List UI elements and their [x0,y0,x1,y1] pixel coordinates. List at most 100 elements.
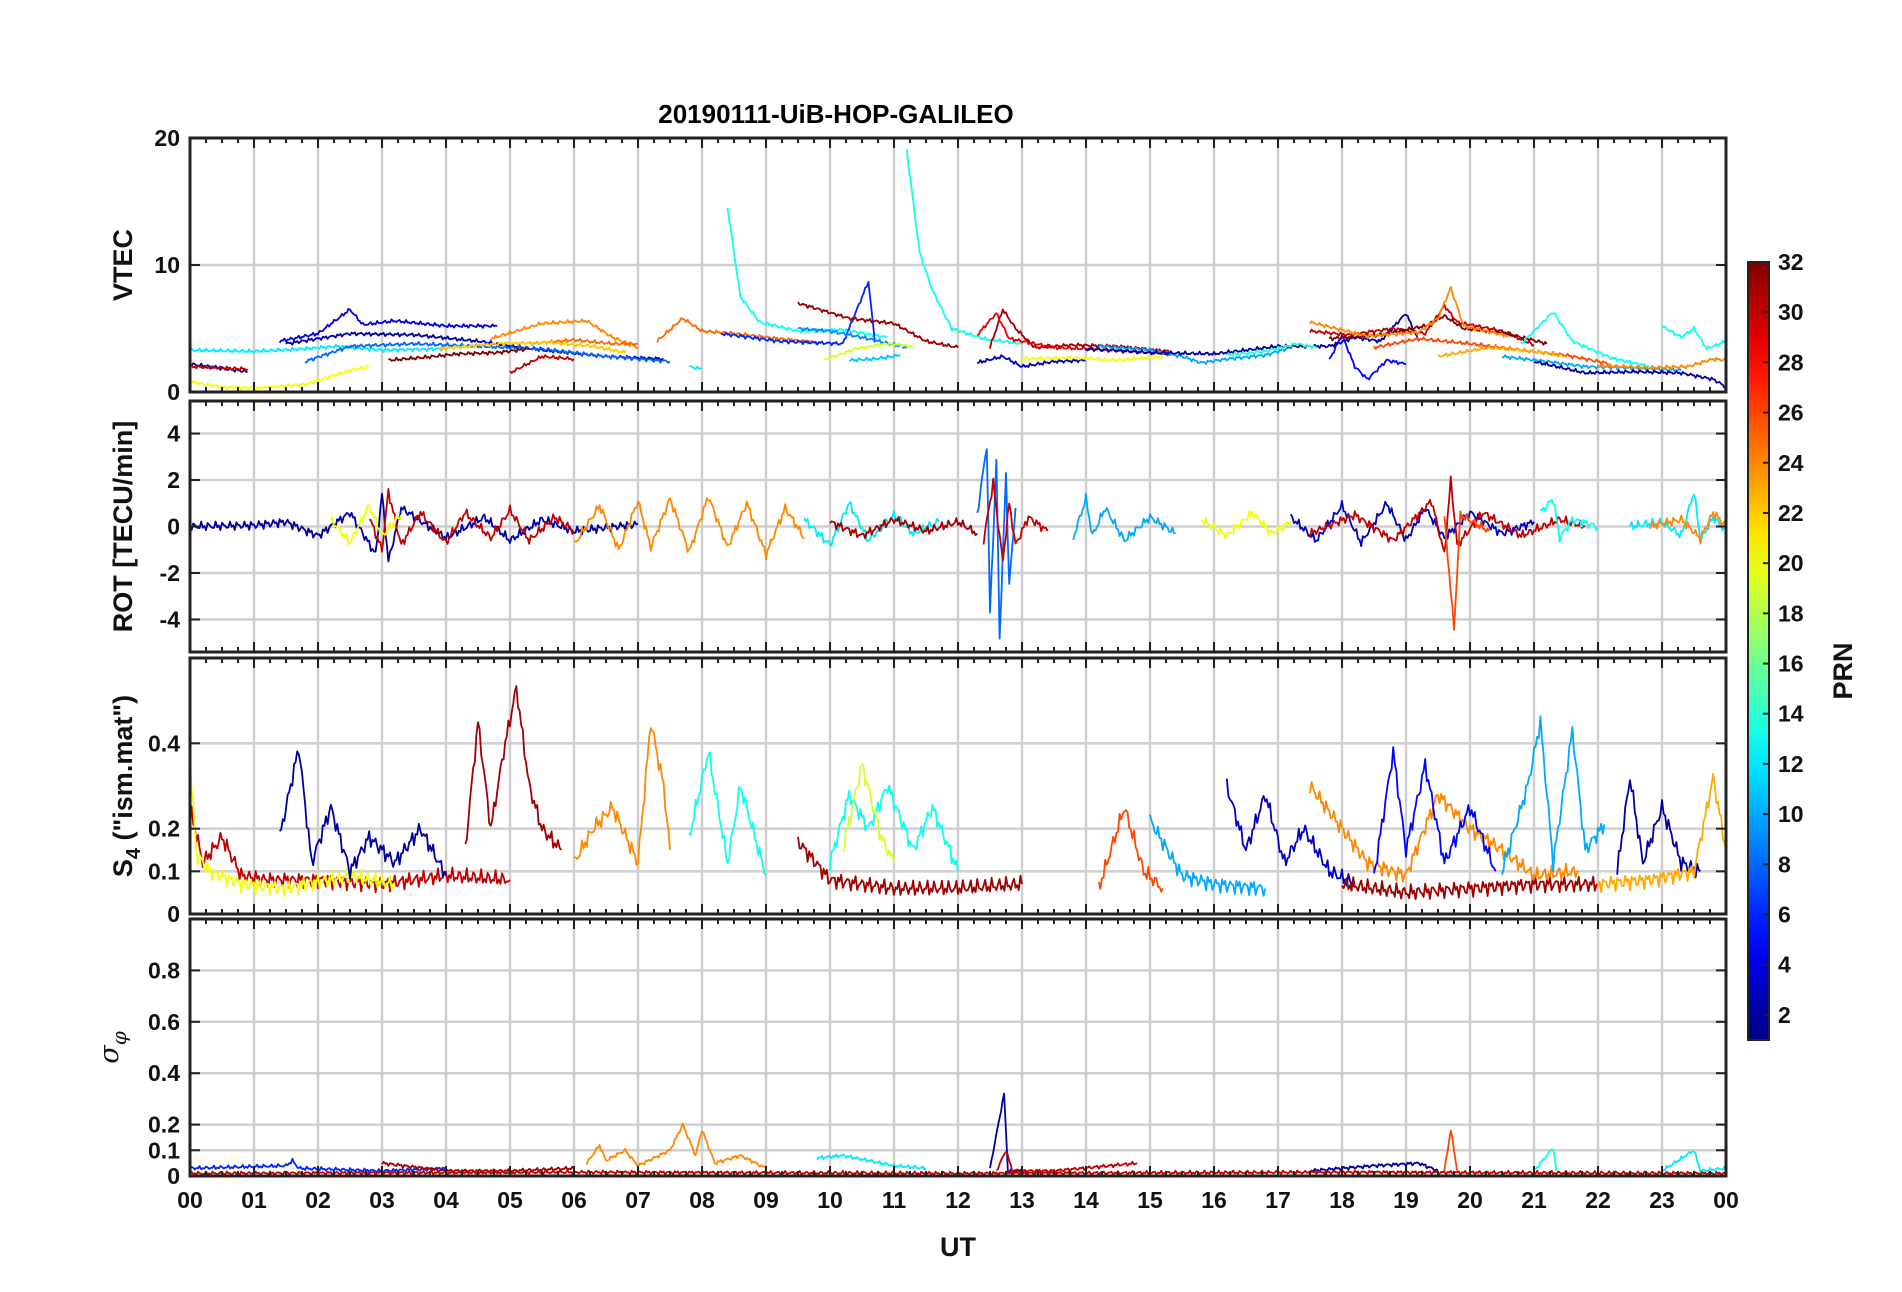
panel-frame [188,917,1728,1178]
panel-sigma: 00.10.2 0.4 0.6 0.8 σφ [94,917,1728,1189]
colorbar-tick-label: 32 [1778,249,1804,275]
x-tick-label: 20 [1457,1187,1483,1213]
series-line-prn-31 [797,836,1023,896]
y-tick-label: 0.2 [148,1112,180,1138]
series-group [190,685,1726,901]
series-line-prn-13 [1661,325,1726,351]
panel-frame [188,136,1728,394]
y-axis-label-sigma: σφ [94,1031,131,1063]
y-tick-label: 0.2 [148,816,180,842]
colorbar-tick-label: 8 [1778,851,1791,877]
series-group [190,448,1726,640]
series-line-prn-31 [1341,875,1599,901]
series-line-prn-30 [982,477,1049,562]
colorbar-tick-label: 20 [1778,550,1804,576]
series-line-prn-6 [720,280,876,347]
colorbar-tick-label: 26 [1778,400,1804,426]
y-tick-label: 20 [154,125,180,151]
series-line-prn-10 [1072,492,1176,543]
chart-title: 20190111-UiB-HOP-GALILEO [658,99,1013,129]
x-tick-label: 09 [753,1187,779,1213]
x-tick-label: 04 [433,1187,459,1213]
series-line-prn-2 [1085,314,1420,356]
y-axis-label-rot: ROT [TECU/min] [108,421,138,632]
x-tick-label: 23 [1649,1187,1675,1213]
colorbar-tick-label: 30 [1778,299,1804,325]
series-line-prn-13 [1539,499,1599,543]
series-line-prn-13 [1520,312,1650,369]
series-line-prn-2 [278,750,447,880]
y-tick-label: 2 [167,467,180,493]
series-line-prn-8 [304,341,671,364]
series-line-prn-29 [977,312,1170,357]
x-tick-label: 18 [1329,1187,1355,1213]
series-line-prn-30 [995,1151,1138,1174]
panel-rot: -4 -2 0 2 4 ROT [TECU/min] [108,399,1728,654]
x-tick-label: 19 [1393,1187,1419,1213]
colorbar-tick-label: 6 [1778,902,1791,928]
series-line-prn-12 [688,364,703,370]
series-line-prn-31 [381,1160,575,1174]
x-tick-label: 08 [689,1187,715,1213]
series-line-prn-19 [842,763,895,863]
series-line-prn-20 [1201,510,1292,540]
series-line-prn-13 [1533,1148,1558,1172]
y-tick-label: 0 [167,379,180,405]
series-line-prn-20 [1021,354,1164,363]
x-tick-label: 06 [561,1187,587,1213]
series-line-prn-31 [797,301,959,349]
series-line-prn-8 [976,448,1017,640]
x-tick-label: 10 [817,1187,843,1213]
x-tick-label: 00 [177,1187,203,1213]
series-line-prn-2 [1309,1161,1439,1173]
series-line-prn-11 [848,353,901,363]
series-line-prn-30 [509,354,575,375]
series-line-prn-26 [1373,336,1612,366]
y-tick-label: 0.4 [148,730,180,756]
series-line-prn-19 [823,342,914,361]
series-line-prn-3 [976,354,1087,369]
series-line-prn-24 [585,1122,767,1169]
colorbar-tick-label: 2 [1778,1002,1791,1028]
series-line-prn-5 [1373,746,1497,874]
y-tick-label: 10 [154,252,180,278]
series-line-prn-23 [1597,772,1726,894]
y-tick-label: 0 [167,514,180,540]
series-line-prn-13 [726,207,888,339]
y-axis-label-s4: S4 ("ism.mat") [108,695,145,877]
series-line-prn-31 [464,685,562,851]
colorbar-tick-label: 16 [1778,651,1804,677]
series-line-prn-31 [989,308,1170,353]
y-tick-label: 0 [167,901,180,927]
colorbar-scale [1747,261,1770,1041]
y-tick-label: 0.1 [148,858,180,884]
series-line-prn-24 [1309,285,1509,339]
series-line-prn-2 [1533,360,1726,389]
y-tick-label: -4 [160,606,181,632]
x-tick-label: 02 [305,1187,331,1213]
x-tick-label: 11 [882,1187,907,1213]
x-tick-label: 17 [1265,1187,1291,1213]
x-tick-label: 03 [369,1187,395,1213]
series-line-prn-20 [330,504,403,546]
colorbar-tick-label: 14 [1778,701,1804,727]
series-line-prn-30 [190,805,511,894]
series-line-prn-30 [190,363,249,372]
y-axis-label-vtec: VTEC [108,229,138,301]
x-tick-label: 13 [1009,1187,1035,1213]
series-line-prn-10 [1501,715,1606,876]
series-line-prn-12 [1661,1150,1726,1174]
series-group [190,149,1726,392]
series-line-prn-20 [190,364,370,392]
x-tick-label: 14 [1073,1187,1099,1213]
series-line-prn-10 [1098,343,1292,365]
series-line-prn-4 [278,307,498,344]
series-line-prn-24 [490,318,639,350]
colorbar-tick-label: 28 [1778,349,1804,375]
series-line-prn-10 [1149,814,1267,897]
series-line-prn-26 [1443,510,1490,631]
series-line-prn-26 [1097,809,1164,893]
